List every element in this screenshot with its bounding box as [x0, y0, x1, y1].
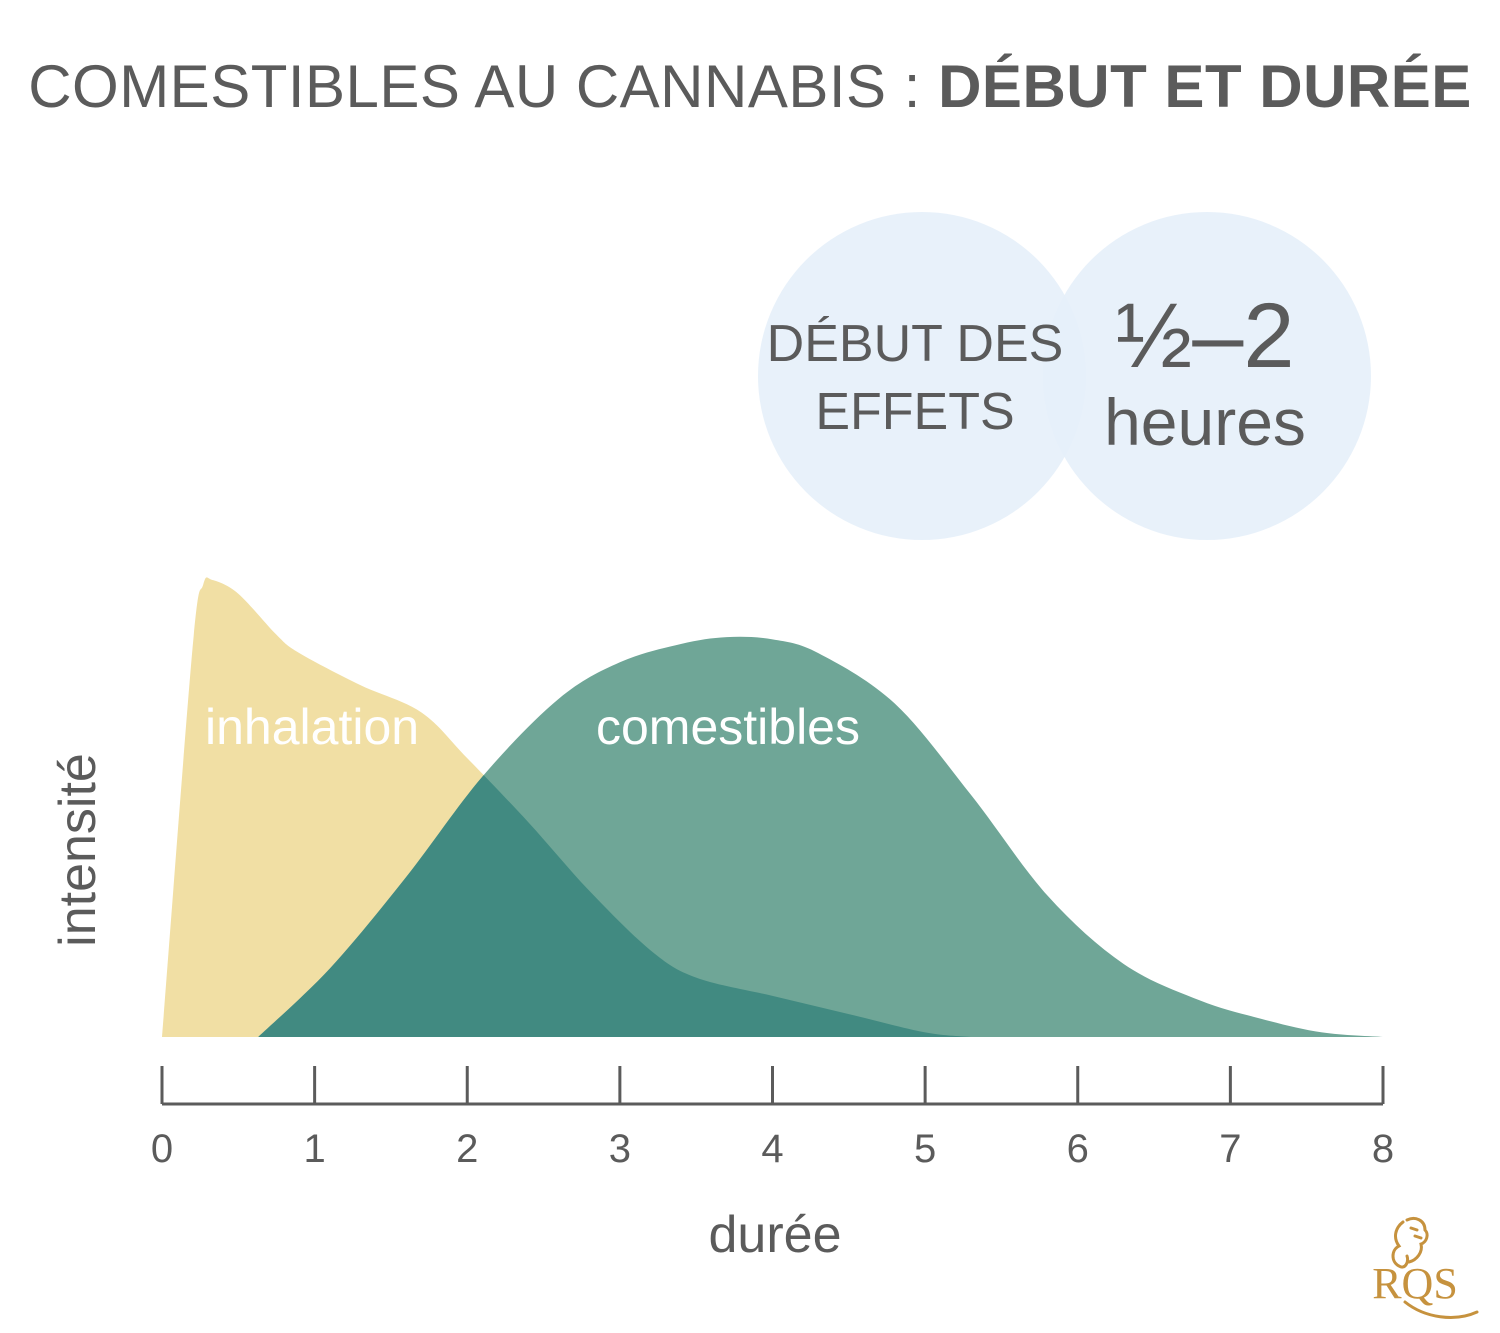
x-tick-label: 2 — [456, 1127, 478, 1171]
logo-swash — [1403, 1300, 1479, 1319]
onset-circle — [758, 212, 1086, 540]
x-tick-label: 6 — [1067, 1127, 1089, 1171]
onset-unit: heures — [1104, 385, 1306, 459]
rqs-logo: RQS — [1372, 1216, 1479, 1319]
series-label-inhalation: inhalation — [205, 699, 420, 755]
x-axis-label: durée — [708, 1206, 842, 1264]
logo-text: RQS — [1372, 1259, 1458, 1308]
y-axis-label: intensité — [49, 753, 107, 947]
duration-circle — [1043, 212, 1371, 540]
onset-label-line1: DÉBUT DES — [766, 315, 1064, 373]
x-tick-label: 4 — [761, 1127, 783, 1171]
page-title: COMESTIBLES AU CANNABIS : DÉBUT ET DURÉE — [0, 52, 1500, 121]
x-tick-label: 7 — [1219, 1127, 1241, 1171]
x-tick-label: 5 — [914, 1127, 936, 1171]
title-part-regular: COMESTIBLES AU CANNABIS : — [28, 53, 939, 120]
x-tick-label: 0 — [151, 1127, 173, 1171]
onset-label-line2: EFFETS — [815, 383, 1015, 441]
area-inhalation — [162, 577, 971, 1037]
title-part-bold: DÉBUT ET DURÉE — [938, 53, 1472, 120]
x-tick-label: 8 — [1372, 1127, 1394, 1171]
series-label-comestibles: comestibles — [596, 699, 860, 755]
x-tick-label: 3 — [609, 1127, 631, 1171]
onset-range: ½–2 — [1115, 285, 1295, 387]
onset-label: DÉBUT DES EFFETS — [760, 310, 1070, 446]
lion-icon — [1391, 1216, 1429, 1269]
x-tick-label: 1 — [304, 1127, 326, 1171]
